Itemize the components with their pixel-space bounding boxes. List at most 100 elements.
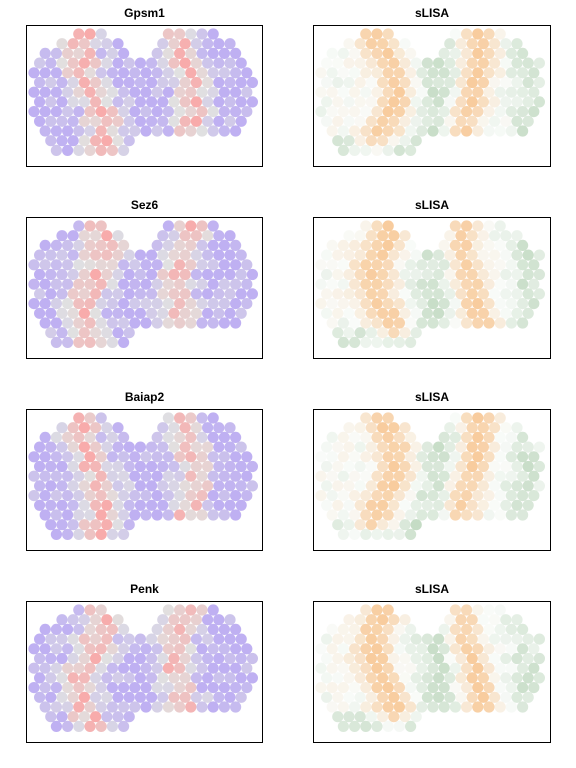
spot-point bbox=[354, 633, 366, 645]
spot-point bbox=[405, 662, 417, 674]
spot-point bbox=[179, 652, 191, 665]
spot-point bbox=[449, 106, 461, 118]
spot-point bbox=[343, 711, 355, 723]
spot-point bbox=[494, 125, 506, 137]
spot-point bbox=[455, 268, 467, 281]
spot-point bbox=[455, 499, 467, 511]
spot-point bbox=[332, 499, 344, 511]
spot-point bbox=[129, 125, 141, 137]
spot-point bbox=[377, 460, 389, 473]
spot-point bbox=[483, 662, 495, 674]
spot-point bbox=[235, 480, 247, 492]
spot-point bbox=[365, 711, 377, 723]
spot-point bbox=[207, 412, 219, 424]
spot-point bbox=[377, 115, 389, 127]
spot-point bbox=[472, 490, 484, 502]
spot-point bbox=[56, 230, 68, 242]
spot-point bbox=[438, 67, 450, 79]
spot-point bbox=[45, 288, 57, 300]
spot-point bbox=[461, 509, 473, 521]
spot-point bbox=[444, 614, 456, 626]
spot-point bbox=[134, 499, 146, 511]
spot-point bbox=[101, 268, 113, 281]
spot-point bbox=[500, 57, 512, 69]
spot-point bbox=[377, 249, 389, 261]
spot-point bbox=[202, 499, 214, 511]
spot-point bbox=[365, 268, 377, 281]
spot-point bbox=[528, 490, 540, 502]
spot-point bbox=[56, 711, 68, 723]
spot-point bbox=[235, 460, 247, 473]
panel-penk: Penk bbox=[26, 582, 263, 743]
spot-point bbox=[472, 298, 484, 310]
spot-point bbox=[455, 249, 467, 261]
spot-point bbox=[360, 662, 372, 674]
spot-point bbox=[174, 28, 186, 40]
spot-point bbox=[483, 470, 495, 482]
spot-point bbox=[528, 86, 540, 98]
spot-point bbox=[500, 441, 512, 453]
spot-point bbox=[332, 307, 344, 319]
spot-point bbox=[129, 106, 141, 118]
spot-point bbox=[477, 57, 489, 69]
spot-point bbox=[382, 67, 394, 79]
spot-point bbox=[382, 412, 394, 424]
spot-point bbox=[174, 623, 186, 635]
spot-point bbox=[218, 701, 230, 713]
spot-point bbox=[218, 470, 230, 482]
spot-point bbox=[382, 86, 394, 98]
spot-point bbox=[129, 643, 141, 655]
spot-point bbox=[95, 720, 107, 732]
spot-point bbox=[123, 499, 135, 511]
spot-point bbox=[241, 451, 253, 463]
spot-point bbox=[207, 106, 219, 118]
spot-point bbox=[410, 57, 422, 69]
spot-point bbox=[405, 47, 417, 59]
spot-point bbox=[50, 47, 62, 59]
spot-point bbox=[78, 711, 90, 723]
spot-point bbox=[106, 720, 118, 732]
spot-point bbox=[196, 701, 208, 713]
spot-point bbox=[388, 96, 400, 108]
spot-point bbox=[427, 490, 439, 502]
spot-point bbox=[393, 528, 405, 540]
spot-point bbox=[371, 86, 383, 98]
spot-point bbox=[360, 682, 372, 694]
spot-point bbox=[34, 691, 46, 703]
spot-point bbox=[50, 125, 62, 137]
spot-point bbox=[162, 490, 174, 502]
spot-point bbox=[140, 67, 152, 79]
spot-point bbox=[112, 307, 124, 319]
spot-point bbox=[118, 682, 130, 694]
spot-point bbox=[157, 38, 169, 50]
spot-point bbox=[466, 57, 478, 69]
spot-point bbox=[349, 278, 361, 290]
spot-point bbox=[190, 76, 202, 89]
spot-point bbox=[112, 327, 124, 339]
spot-point bbox=[95, 662, 107, 674]
spot-point bbox=[349, 720, 361, 732]
spot-point bbox=[106, 431, 118, 443]
spot-point bbox=[196, 278, 208, 290]
spot-point bbox=[517, 106, 529, 118]
spot-point bbox=[494, 106, 506, 118]
spot-point bbox=[500, 115, 512, 127]
spot-point bbox=[517, 298, 529, 310]
spot-point bbox=[444, 288, 456, 300]
spot-point bbox=[382, 259, 394, 271]
spot-point bbox=[326, 125, 338, 137]
spot-point bbox=[157, 499, 169, 511]
spot-point bbox=[95, 86, 107, 98]
spot-point bbox=[466, 614, 478, 626]
spot-point bbox=[39, 623, 51, 635]
spot-point bbox=[45, 691, 57, 703]
spot-point bbox=[218, 125, 230, 137]
spot-point bbox=[101, 327, 113, 339]
spot-point bbox=[123, 519, 135, 531]
spot-point bbox=[326, 643, 338, 655]
spot-point bbox=[174, 220, 186, 232]
spot-point bbox=[190, 460, 202, 473]
spot-point bbox=[354, 38, 366, 50]
spot-point bbox=[421, 691, 433, 703]
spot-point bbox=[382, 682, 394, 694]
